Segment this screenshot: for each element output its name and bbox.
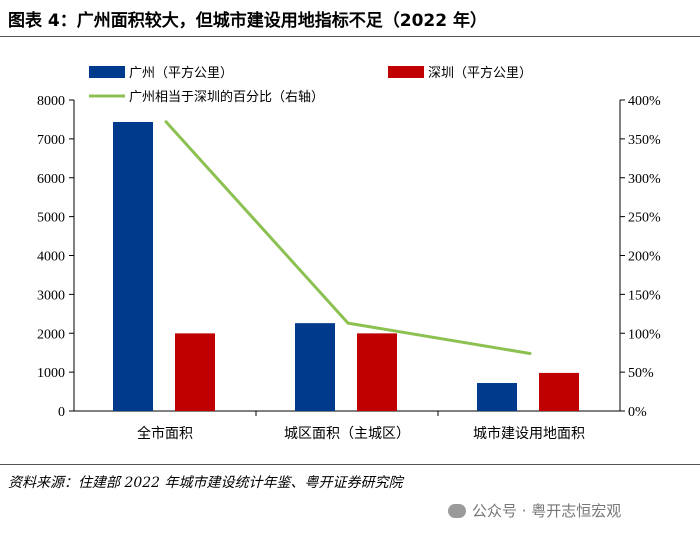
- ratio-line: [164, 120, 532, 355]
- y-tick-label-right: 50%: [628, 366, 654, 381]
- legend-label-ratio: 广州相当于深圳的百分比（右轴）: [129, 89, 324, 105]
- axes: 0 1000 2000 3000 4000 5000 6000 7000 8000 0% 50% 10…: [37, 94, 661, 442]
- y-tick-label-right: 300%: [628, 172, 661, 187]
- ratio-line-path: [164, 120, 531, 355]
- y-tick-label-left: 7000: [37, 133, 65, 148]
- y-tick-label-left: 4000: [37, 250, 65, 265]
- chart-legend: 广州（平方公里） 深圳（平方公里） 广州相当于深圳的百分比（右轴）: [89, 65, 532, 105]
- combo-chart: 广州（平方公里） 深圳（平方公里） 广州相当于深圳的百分比（右轴） 0 1000 2…: [37, 65, 661, 442]
- legend-label-guangzhou: 广州（平方公里）: [129, 65, 233, 81]
- bars: [113, 122, 579, 412]
- y-tick-label-right: 0%: [628, 405, 647, 420]
- bar-guangzhou: [295, 323, 335, 411]
- y-tick-label-right: 350%: [628, 133, 661, 148]
- y-tick-label-right: 400%: [628, 94, 661, 109]
- y-tick-label-left: 0: [58, 405, 65, 420]
- bar-guangzhou: [477, 383, 517, 411]
- y-tick-label-left: 2000: [37, 327, 65, 342]
- legend-swatch-guangzhou: [89, 66, 125, 78]
- wechat-icon: [448, 503, 466, 518]
- bar-shenzhen: [175, 333, 215, 411]
- legend-label-shenzhen: 深圳（平方公里）: [428, 65, 532, 81]
- ratio-point: [164, 120, 168, 124]
- y-tick-label-right: 150%: [628, 288, 661, 303]
- watermark-text: 公众号 · 粤开志恒宏观: [472, 502, 622, 520]
- x-category-label: 城市建设用地面积: [473, 425, 585, 442]
- x-category-label: 全市面积: [137, 425, 193, 442]
- bar-guangzhou: [113, 122, 153, 412]
- source-note: 资料来源：住建部 2022 年城市建设统计年鉴、粤开证券研究院: [8, 475, 403, 491]
- y-tick-label-left: 5000: [37, 211, 65, 226]
- y-tick-label-left: 6000: [37, 172, 65, 187]
- y-tick-label-right: 250%: [628, 211, 661, 226]
- bar-shenzhen: [539, 372, 579, 411]
- source-divider: [0, 464, 700, 465]
- y-tick-label-right: 100%: [628, 327, 661, 342]
- ratio-point: [346, 321, 350, 325]
- watermark: 公众号 · 粤开志恒宏观: [448, 500, 621, 521]
- y-tick-label-left: 8000: [37, 94, 65, 109]
- y-tick-label-left: 1000: [37, 366, 65, 381]
- title-divider: [0, 36, 700, 37]
- x-category-label: 城区面积（主城区）: [284, 426, 410, 442]
- ratio-point: [528, 351, 532, 355]
- legend-swatch-shenzhen: [388, 66, 424, 78]
- y-tick-label-right: 200%: [628, 250, 661, 265]
- bar-shenzhen: [357, 333, 397, 411]
- y-tick-label-left: 3000: [37, 288, 65, 303]
- figure-title: 图表 4：广州面积较大，但城市建设用地指标不足（2022 年）: [8, 11, 487, 31]
